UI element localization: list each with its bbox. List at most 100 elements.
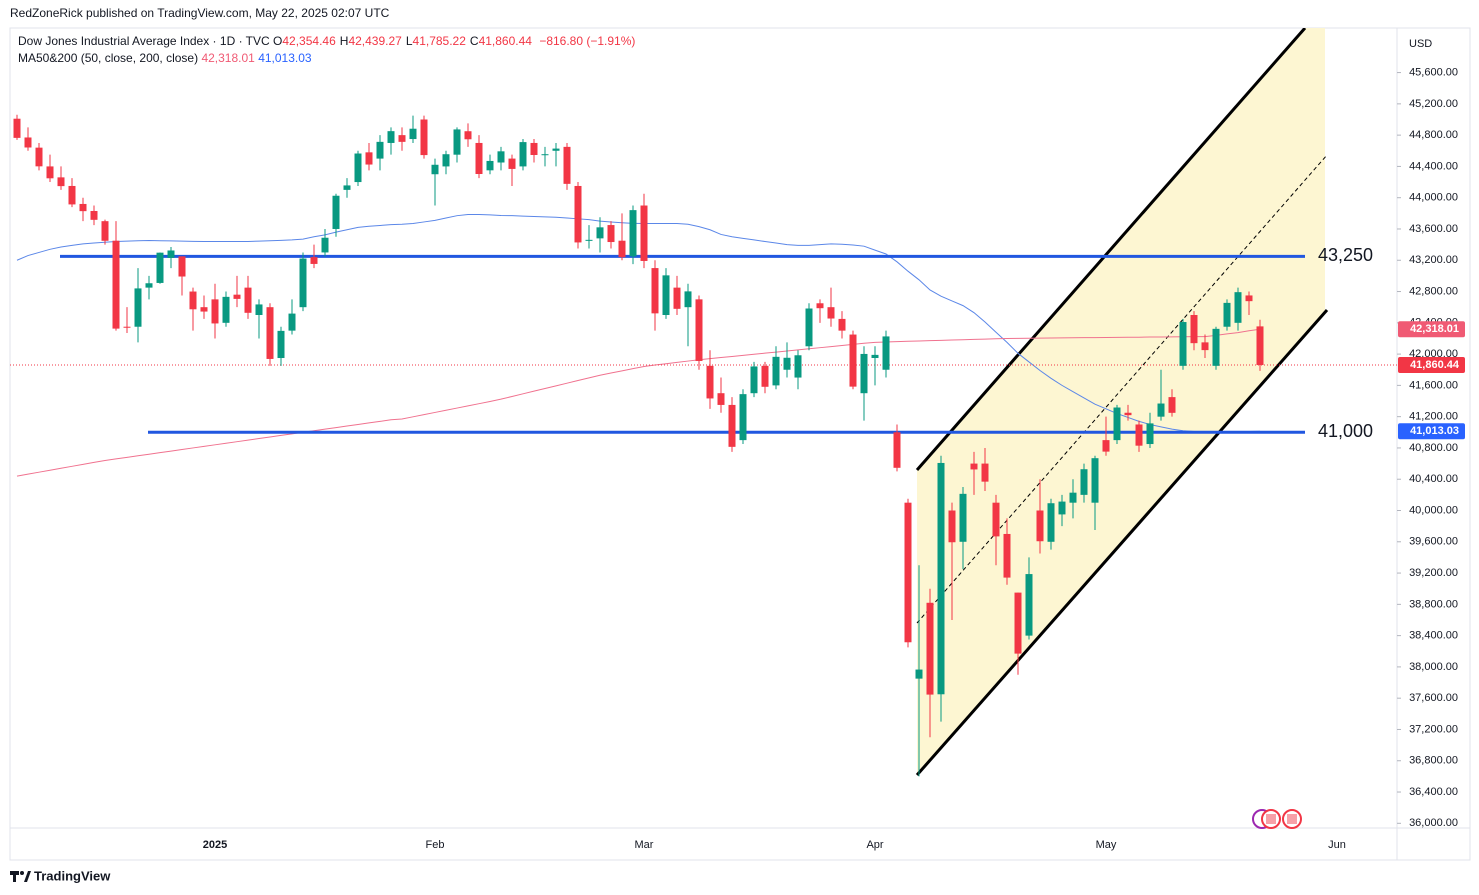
moving-average xyxy=(16,328,1261,477)
candle-body xyxy=(1234,292,1242,323)
candle-body xyxy=(673,287,681,309)
candle-body xyxy=(288,313,296,331)
ma-value: 41,013.03 xyxy=(258,51,312,65)
candle-body xyxy=(13,118,21,138)
candle-body xyxy=(376,141,384,159)
level-label: 43,250 xyxy=(1318,245,1373,265)
y-tick-label: 38,800.00 xyxy=(1409,598,1458,610)
candle-body xyxy=(321,237,329,253)
candle-body xyxy=(464,131,472,140)
candle-body xyxy=(442,154,450,167)
y-tick-label: 44,000.00 xyxy=(1409,192,1458,204)
candle-body xyxy=(1212,328,1220,366)
change: −816.80 (−1.91%) xyxy=(539,34,636,48)
candle-body xyxy=(893,432,901,468)
candle-body xyxy=(354,153,362,183)
candle-body xyxy=(1157,403,1165,417)
candle-body xyxy=(299,258,307,308)
candle-body xyxy=(233,294,241,299)
y-tick-label: 44,400.00 xyxy=(1409,160,1458,172)
candle-body xyxy=(640,205,648,261)
y-tick-label: 44,800.00 xyxy=(1409,129,1458,141)
candle-body xyxy=(882,336,890,370)
candle-body xyxy=(222,296,230,323)
ohlc-key: H xyxy=(339,34,349,48)
candle-body xyxy=(563,146,571,184)
candle-body xyxy=(1201,342,1209,351)
candle-body xyxy=(871,354,879,359)
candle-body xyxy=(739,394,747,441)
y-tick-label: 39,200.00 xyxy=(1409,567,1458,579)
y-tick-label: 36,400.00 xyxy=(1409,786,1458,798)
axes: 36,000.00 36,400.00 36,800.00 37,200.00 37,6… xyxy=(203,66,1465,851)
y-tick-label: 41,200.00 xyxy=(1409,411,1458,423)
x-tick-label: Feb xyxy=(426,839,445,851)
indicator: MA50&200 (50, close, 200, close) xyxy=(18,51,199,65)
channel-drawing xyxy=(915,28,1329,776)
candle-body xyxy=(244,287,252,313)
brand-logo xyxy=(10,871,31,882)
price-label: 42,318.01 xyxy=(1410,323,1459,335)
candle-body xyxy=(35,147,43,167)
candle-body xyxy=(1025,574,1033,636)
candle-body xyxy=(1245,295,1253,302)
candle-body xyxy=(475,142,483,175)
candle-body xyxy=(728,404,736,447)
candle-body xyxy=(123,326,131,328)
candle-body xyxy=(1146,423,1154,445)
candle-body xyxy=(46,166,54,179)
candle-body xyxy=(1256,326,1264,366)
price-label: 41,860.44 xyxy=(1410,359,1460,371)
candle-body xyxy=(915,669,923,679)
candle-body xyxy=(1091,458,1099,503)
x-tick-label: Apr xyxy=(866,839,883,851)
ohlc-legend: O42,354.46 H42,439.27 L41,785.22 C41,860.44 xyxy=(273,34,536,48)
ohlc-value: 41,785.22 xyxy=(412,34,466,48)
candle-body xyxy=(1014,592,1022,654)
candle-body xyxy=(1223,302,1231,327)
candle-body xyxy=(486,160,494,171)
candle-body xyxy=(453,129,461,155)
candle-body xyxy=(651,268,659,314)
candle-body xyxy=(948,510,956,543)
y-tick-label: 36,000.00 xyxy=(1409,817,1458,829)
candle-body xyxy=(134,288,142,327)
candle-body xyxy=(200,307,208,312)
brand: TradingView xyxy=(34,868,111,883)
level-label: 41,000 xyxy=(1318,421,1373,441)
candle-body xyxy=(1102,440,1110,452)
price-label-box xyxy=(1398,357,1465,374)
candle-body xyxy=(431,164,439,175)
candle-body xyxy=(156,252,164,283)
candle-body xyxy=(365,152,373,165)
candle-body xyxy=(409,128,417,140)
legend-line: Dow Jones Industrial Average Index · 1D … xyxy=(18,34,635,48)
candle-body xyxy=(508,158,516,169)
candle-body xyxy=(519,142,527,167)
ohlc-value: 42,354.46 xyxy=(282,34,336,48)
y-tick-label: 37,200.00 xyxy=(1409,723,1458,735)
candle-body xyxy=(255,304,263,315)
x-tick-label: Jun xyxy=(1328,839,1346,851)
candle-body xyxy=(750,366,758,394)
candle-body xyxy=(189,291,197,310)
candle-body xyxy=(596,227,604,239)
candle-body xyxy=(937,462,945,695)
candle-body xyxy=(662,275,670,315)
candle-body xyxy=(838,318,846,331)
candle-body xyxy=(387,131,395,143)
candle-body xyxy=(1003,533,1011,578)
candle-body xyxy=(79,203,87,212)
y-tick-label: 36,800.00 xyxy=(1409,755,1458,767)
chart-frame xyxy=(9,27,1471,861)
y-tick-label: 40,000.00 xyxy=(1409,504,1458,516)
candle-body xyxy=(794,355,802,378)
candle-body xyxy=(706,365,714,399)
y-tick-label: 43,200.00 xyxy=(1409,254,1458,266)
y-tick-label: 39,600.00 xyxy=(1409,536,1458,548)
candle-body xyxy=(68,185,76,205)
candle-body xyxy=(1168,397,1176,413)
candle-body xyxy=(1135,424,1143,446)
candle-body xyxy=(904,502,912,643)
